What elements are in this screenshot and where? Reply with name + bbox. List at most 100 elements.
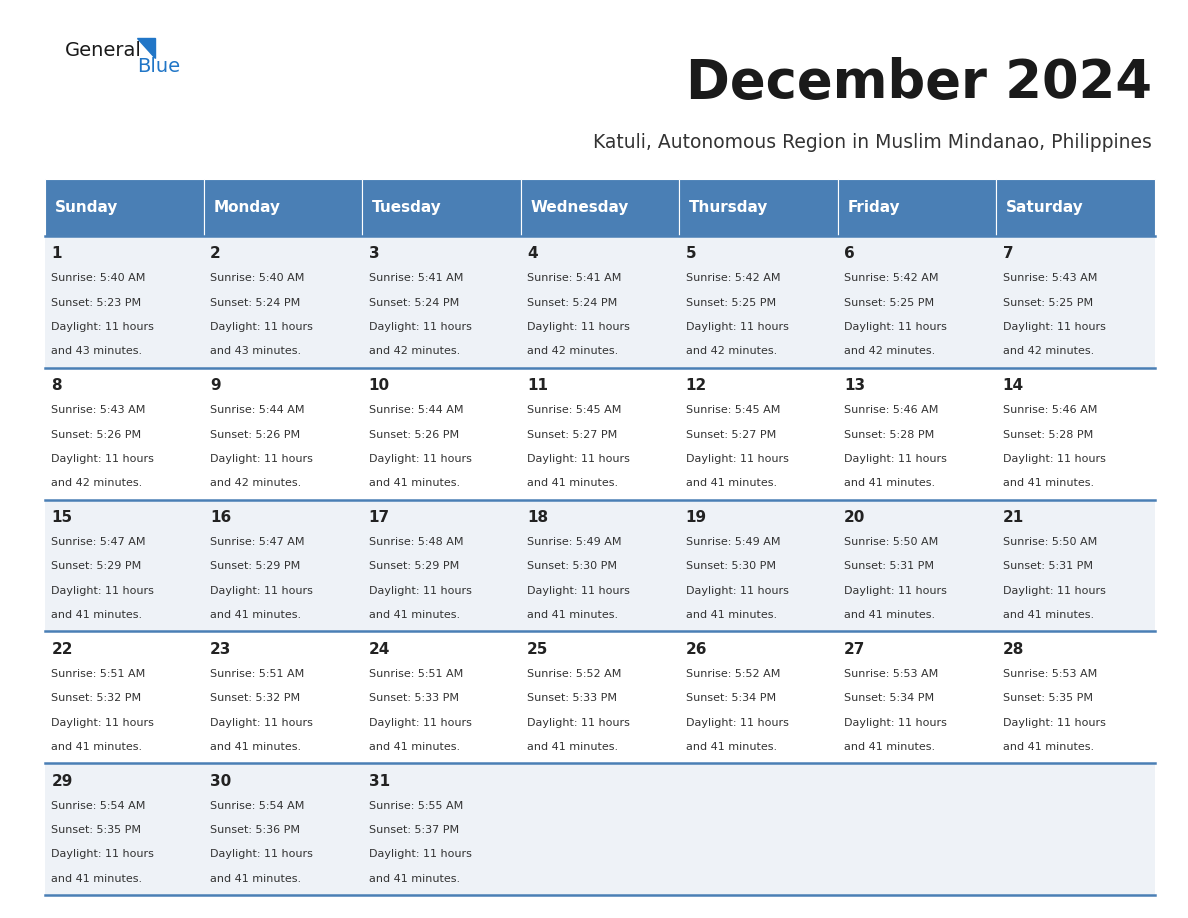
Text: Sunset: 5:26 PM: Sunset: 5:26 PM bbox=[51, 430, 141, 440]
Text: Sunset: 5:25 PM: Sunset: 5:25 PM bbox=[685, 297, 776, 308]
Text: Daylight: 11 hours: Daylight: 11 hours bbox=[368, 586, 472, 596]
Bar bbox=[45, 236, 203, 368]
Text: and 42 minutes.: and 42 minutes. bbox=[51, 478, 143, 488]
Text: Sunrise: 5:52 AM: Sunrise: 5:52 AM bbox=[527, 669, 621, 678]
Bar bbox=[520, 499, 680, 632]
Text: Sunset: 5:33 PM: Sunset: 5:33 PM bbox=[368, 693, 459, 703]
Text: Sunrise: 5:53 AM: Sunrise: 5:53 AM bbox=[1003, 669, 1097, 678]
Text: and 41 minutes.: and 41 minutes. bbox=[51, 742, 143, 752]
Text: and 41 minutes.: and 41 minutes. bbox=[1003, 478, 1094, 488]
Text: Sunset: 5:33 PM: Sunset: 5:33 PM bbox=[527, 693, 617, 703]
Text: 28: 28 bbox=[1003, 642, 1024, 657]
Text: Sunset: 5:27 PM: Sunset: 5:27 PM bbox=[527, 430, 618, 440]
Bar bbox=[203, 499, 362, 632]
Text: Sunset: 5:31 PM: Sunset: 5:31 PM bbox=[843, 561, 934, 571]
Text: Sunset: 5:25 PM: Sunset: 5:25 PM bbox=[1003, 297, 1093, 308]
Text: Sunset: 5:28 PM: Sunset: 5:28 PM bbox=[843, 430, 934, 440]
Text: Daylight: 11 hours: Daylight: 11 hours bbox=[210, 453, 312, 464]
Text: Daylight: 11 hours: Daylight: 11 hours bbox=[51, 322, 154, 332]
Text: 24: 24 bbox=[368, 642, 390, 657]
Bar bbox=[203, 763, 362, 895]
Bar bbox=[838, 763, 997, 895]
Text: Sunrise: 5:44 AM: Sunrise: 5:44 AM bbox=[368, 405, 463, 415]
Text: and 41 minutes.: and 41 minutes. bbox=[51, 874, 143, 884]
Text: Sunrise: 5:54 AM: Sunrise: 5:54 AM bbox=[210, 800, 304, 811]
Text: and 43 minutes.: and 43 minutes. bbox=[210, 346, 301, 356]
Text: 26: 26 bbox=[685, 642, 707, 657]
Text: Daylight: 11 hours: Daylight: 11 hours bbox=[527, 453, 630, 464]
Text: 10: 10 bbox=[368, 378, 390, 393]
Text: Sunset: 5:29 PM: Sunset: 5:29 PM bbox=[210, 561, 301, 571]
Text: Sunday: Sunday bbox=[55, 200, 118, 215]
Text: Sunrise: 5:47 AM: Sunrise: 5:47 AM bbox=[51, 537, 146, 547]
Text: Sunrise: 5:51 AM: Sunrise: 5:51 AM bbox=[210, 669, 304, 678]
Text: Sunrise: 5:51 AM: Sunrise: 5:51 AM bbox=[368, 669, 463, 678]
Text: 14: 14 bbox=[1003, 378, 1024, 393]
Text: Daylight: 11 hours: Daylight: 11 hours bbox=[210, 322, 312, 332]
Text: Daylight: 11 hours: Daylight: 11 hours bbox=[843, 586, 947, 596]
Text: and 42 minutes.: and 42 minutes. bbox=[527, 346, 618, 356]
Text: Sunrise: 5:55 AM: Sunrise: 5:55 AM bbox=[368, 800, 463, 811]
Bar bbox=[680, 632, 838, 763]
Text: 11: 11 bbox=[527, 378, 548, 393]
Text: and 42 minutes.: and 42 minutes. bbox=[368, 346, 460, 356]
Text: Sunrise: 5:44 AM: Sunrise: 5:44 AM bbox=[210, 405, 304, 415]
Text: Daylight: 11 hours: Daylight: 11 hours bbox=[210, 586, 312, 596]
Text: and 41 minutes.: and 41 minutes. bbox=[843, 742, 935, 752]
Text: 27: 27 bbox=[843, 642, 865, 657]
Text: Sunset: 5:28 PM: Sunset: 5:28 PM bbox=[1003, 430, 1093, 440]
Bar bbox=[680, 499, 838, 632]
Bar bbox=[997, 499, 1155, 632]
Text: 2: 2 bbox=[210, 246, 221, 262]
Text: Sunrise: 5:45 AM: Sunrise: 5:45 AM bbox=[527, 405, 621, 415]
Bar bbox=[203, 236, 362, 368]
Text: Sunrise: 5:43 AM: Sunrise: 5:43 AM bbox=[1003, 274, 1097, 284]
Bar bbox=[45, 368, 203, 499]
Text: Katuli, Autonomous Region in Muslim Mindanao, Philippines: Katuli, Autonomous Region in Muslim Mind… bbox=[594, 133, 1152, 151]
Text: Saturday: Saturday bbox=[1006, 200, 1083, 215]
Text: Sunset: 5:29 PM: Sunset: 5:29 PM bbox=[51, 561, 141, 571]
Text: Sunset: 5:35 PM: Sunset: 5:35 PM bbox=[1003, 693, 1093, 703]
Text: Daylight: 11 hours: Daylight: 11 hours bbox=[368, 718, 472, 728]
Text: and 41 minutes.: and 41 minutes. bbox=[527, 742, 618, 752]
Text: Sunrise: 5:40 AM: Sunrise: 5:40 AM bbox=[210, 274, 304, 284]
Bar bbox=[838, 179, 997, 236]
Text: Daylight: 11 hours: Daylight: 11 hours bbox=[1003, 718, 1106, 728]
Text: 15: 15 bbox=[51, 510, 72, 525]
Text: and 41 minutes.: and 41 minutes. bbox=[1003, 610, 1094, 621]
Bar bbox=[680, 368, 838, 499]
Text: 13: 13 bbox=[843, 378, 865, 393]
Text: Sunset: 5:26 PM: Sunset: 5:26 PM bbox=[368, 430, 459, 440]
Text: 22: 22 bbox=[51, 642, 72, 657]
Text: Sunset: 5:31 PM: Sunset: 5:31 PM bbox=[1003, 561, 1093, 571]
Bar bbox=[997, 236, 1155, 368]
Text: Daylight: 11 hours: Daylight: 11 hours bbox=[1003, 586, 1106, 596]
Text: 17: 17 bbox=[368, 510, 390, 525]
Text: Daylight: 11 hours: Daylight: 11 hours bbox=[51, 718, 154, 728]
Text: and 42 minutes.: and 42 minutes. bbox=[210, 478, 302, 488]
Text: Sunrise: 5:50 AM: Sunrise: 5:50 AM bbox=[843, 537, 939, 547]
Text: Sunrise: 5:51 AM: Sunrise: 5:51 AM bbox=[51, 669, 146, 678]
Text: and 42 minutes.: and 42 minutes. bbox=[685, 346, 777, 356]
Text: Sunset: 5:32 PM: Sunset: 5:32 PM bbox=[51, 693, 141, 703]
Text: 8: 8 bbox=[51, 378, 62, 393]
Polygon shape bbox=[138, 39, 156, 59]
Text: Sunrise: 5:41 AM: Sunrise: 5:41 AM bbox=[368, 274, 463, 284]
Bar bbox=[45, 632, 203, 763]
Text: 12: 12 bbox=[685, 378, 707, 393]
Text: Friday: Friday bbox=[847, 200, 899, 215]
Text: Sunrise: 5:42 AM: Sunrise: 5:42 AM bbox=[685, 274, 781, 284]
Bar bbox=[997, 368, 1155, 499]
Bar bbox=[203, 179, 362, 236]
Text: Sunrise: 5:43 AM: Sunrise: 5:43 AM bbox=[51, 405, 146, 415]
Text: Sunset: 5:35 PM: Sunset: 5:35 PM bbox=[51, 825, 141, 835]
Text: 3: 3 bbox=[368, 246, 379, 262]
Text: Sunset: 5:24 PM: Sunset: 5:24 PM bbox=[368, 297, 459, 308]
Bar bbox=[520, 763, 680, 895]
Text: Daylight: 11 hours: Daylight: 11 hours bbox=[843, 322, 947, 332]
Text: 9: 9 bbox=[210, 378, 221, 393]
Text: 23: 23 bbox=[210, 642, 232, 657]
Text: Daylight: 11 hours: Daylight: 11 hours bbox=[210, 849, 312, 859]
Text: and 41 minutes.: and 41 minutes. bbox=[1003, 742, 1094, 752]
Text: Daylight: 11 hours: Daylight: 11 hours bbox=[51, 586, 154, 596]
